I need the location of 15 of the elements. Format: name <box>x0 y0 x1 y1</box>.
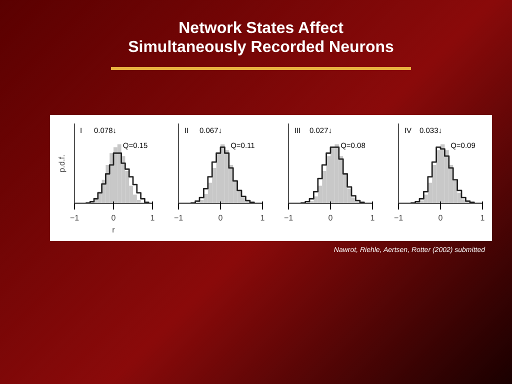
x-tick-label: −1 <box>70 214 80 222</box>
x-tick-label: 0 <box>218 214 224 222</box>
x-tick-label: 0 <box>111 214 116 222</box>
x-tick-label: 1 <box>260 214 266 222</box>
x-tick-label: 1 <box>480 214 486 222</box>
y-axis-title: p.d.f. <box>58 154 66 172</box>
x-tick-label: −1 <box>174 214 184 222</box>
x-tick-label: 0 <box>438 214 444 222</box>
x-tick-label: −1 <box>394 214 404 222</box>
x-tick-label: 1 <box>370 214 376 222</box>
x-tick-label: −1 <box>284 214 294 222</box>
x-tick-label: 0 <box>328 214 334 222</box>
x-tick-label: 1 <box>150 214 156 222</box>
x-axis-title: r <box>112 226 116 234</box>
text: Network States Affect Simultaneously Recorded Neurons <box>127 19 395 57</box>
